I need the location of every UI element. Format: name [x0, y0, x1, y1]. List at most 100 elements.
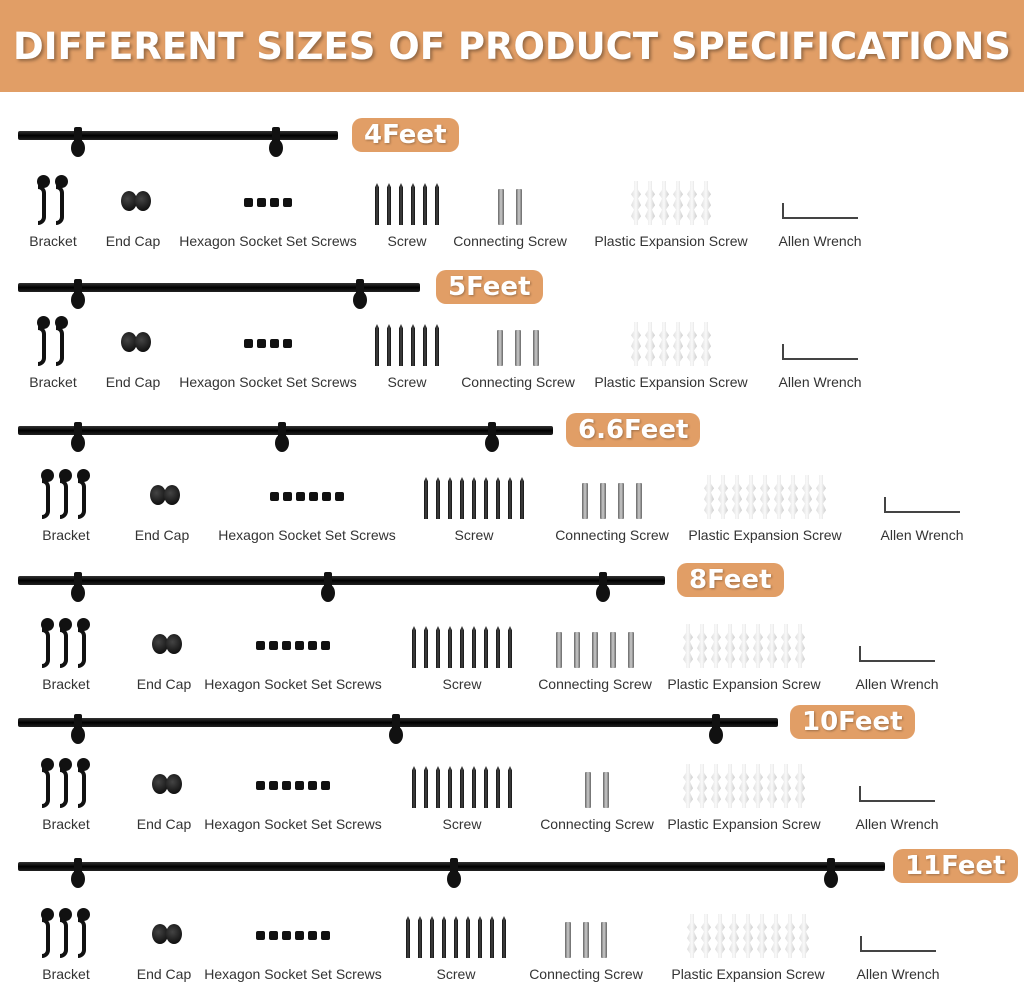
rod-bracket	[269, 127, 283, 159]
part-label: End Cap	[136, 676, 192, 692]
part-label: End Cap	[136, 966, 192, 982]
hex-screw-part	[309, 492, 318, 501]
bracket-part	[59, 618, 73, 668]
part-label: End Cap	[134, 527, 190, 543]
connecting-screw-part	[582, 483, 588, 519]
bracket-clamp	[712, 714, 720, 730]
bracket-part	[55, 316, 69, 366]
plastic-expansion-screw-part	[645, 181, 655, 225]
plastic-expansion-screw-part	[711, 764, 721, 808]
hex-screw-part	[282, 641, 291, 650]
plastic-expansion-screw-part	[701, 181, 711, 225]
allen-wrench-part-group	[859, 756, 935, 808]
bracket-part	[77, 618, 91, 668]
plastic-expansion-screw-part	[659, 181, 669, 225]
bracket-part	[41, 908, 55, 958]
bracket-plate	[71, 726, 85, 744]
hex-screw-part	[256, 931, 265, 940]
bracket-clamp	[599, 572, 607, 588]
screw-part	[430, 916, 434, 958]
bracket-part	[77, 469, 91, 519]
rod-bracket	[389, 714, 403, 746]
screw-part	[484, 477, 488, 519]
bracket-part-group	[41, 616, 91, 668]
part-label: Plastic Expansion Screw	[667, 676, 821, 692]
size-badge: 11Feet	[893, 849, 1018, 883]
plastic-expansion-screw-part	[795, 624, 805, 668]
allen-wrench-part	[782, 344, 858, 360]
bracket-plate	[447, 870, 461, 888]
connecting-screw-part	[585, 772, 591, 808]
connecting-screw-part	[628, 632, 634, 668]
hex-screw-part	[282, 781, 291, 790]
screw-part	[508, 766, 512, 808]
hex-screw-part	[270, 198, 279, 207]
bracket-plate	[485, 434, 499, 452]
plastic-expansion-screw-part	[781, 624, 791, 668]
connecting-screw-part	[565, 922, 571, 958]
screw-part-group	[422, 467, 526, 519]
plastic-expansion-screw-part	[739, 764, 749, 808]
bracket-part	[77, 908, 91, 958]
plastic-expansion-screw-part	[687, 914, 697, 958]
part-label: Screw	[442, 816, 482, 832]
hex-screw-part	[283, 492, 292, 501]
hex-screw-part	[269, 931, 278, 940]
rod-bracket	[71, 572, 85, 604]
end-cap-part-group	[150, 467, 180, 519]
end-cap-part	[135, 332, 151, 352]
part-label: Bracket	[42, 676, 90, 692]
plastic-expansion-screw-part-group	[631, 314, 711, 366]
plastic-expansion-screw-part	[718, 475, 728, 519]
allen-wrench-part	[884, 497, 960, 513]
screw-part	[423, 324, 427, 366]
hex-screw-part-group	[256, 756, 330, 808]
bracket-clamp	[488, 422, 496, 438]
hex-screw-part	[257, 198, 266, 207]
bracket-clamp	[827, 858, 835, 874]
bracket-clamp	[74, 127, 82, 143]
allen-wrench-part	[859, 646, 935, 662]
bracket-plate	[71, 584, 85, 602]
end-cap-part	[164, 485, 180, 505]
hex-screw-part	[296, 492, 305, 501]
allen-wrench-part	[860, 936, 936, 952]
hex-screw-part-group	[256, 906, 330, 958]
end-cap-part-group	[152, 616, 182, 668]
end-cap-part	[166, 924, 182, 944]
hex-screw-part	[269, 781, 278, 790]
screw-part-group	[373, 173, 441, 225]
bracket-plate	[269, 139, 283, 157]
screw-part	[484, 626, 488, 668]
part-label: Hexagon Socket Set Screws	[204, 816, 382, 832]
part-label: Bracket	[29, 374, 77, 390]
rod-bracket	[71, 279, 85, 311]
part-label: Allen Wrench	[855, 676, 939, 692]
bracket-clamp	[74, 858, 82, 874]
part-label: Connecting Screw	[453, 233, 567, 249]
connecting-screw-part-group	[493, 314, 543, 366]
screw-part	[436, 626, 440, 668]
plastic-expansion-screw-part	[788, 475, 798, 519]
part-label: Connecting Screw	[555, 527, 669, 543]
hex-screw-part	[295, 931, 304, 940]
title: DIFFERENT SIZES OF PRODUCT SPECIFICATION…	[13, 24, 1011, 68]
curtain-rod	[18, 283, 420, 292]
screw-part	[424, 766, 428, 808]
part-label: Hexagon Socket Set Screws	[204, 676, 382, 692]
hex-screw-part	[257, 339, 266, 348]
part-label: Connecting Screw	[529, 966, 643, 982]
bracket-plate	[71, 291, 85, 309]
plastic-expansion-screw-part	[704, 475, 714, 519]
plastic-expansion-screw-part-group	[631, 173, 711, 225]
screw-part	[472, 766, 476, 808]
connecting-screw-part	[497, 330, 503, 366]
screw-part	[454, 916, 458, 958]
bracket-clamp	[278, 422, 286, 438]
screw-part-group	[373, 314, 441, 366]
part-label: Allen Wrench	[880, 527, 964, 543]
plastic-expansion-screw-part	[701, 914, 711, 958]
plastic-expansion-screw-part	[771, 914, 781, 958]
hex-screw-part	[321, 781, 330, 790]
hex-screw-part	[322, 492, 331, 501]
